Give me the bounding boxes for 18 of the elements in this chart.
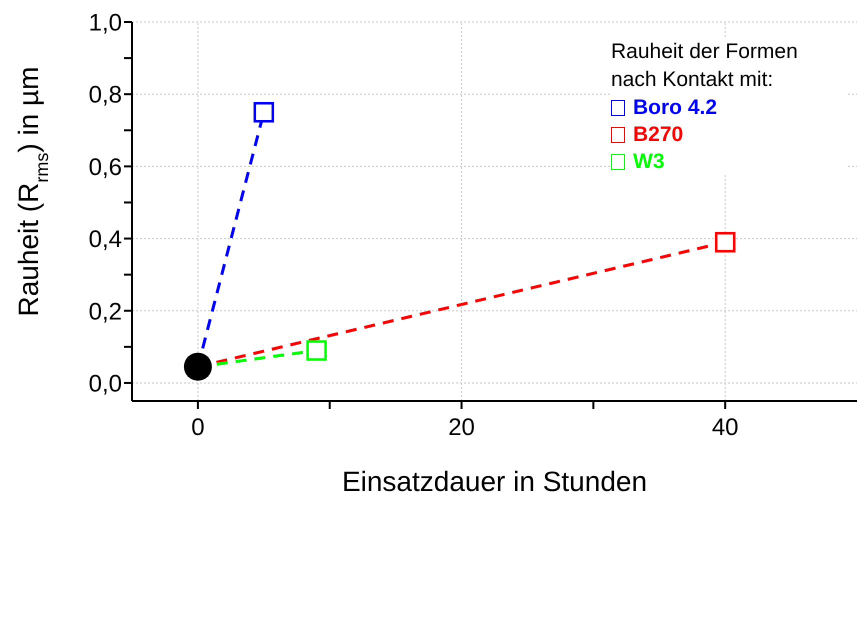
point bbox=[714, 232, 736, 252]
x-tick-label: 0 bbox=[191, 414, 205, 441]
legend-label: Boro 4.2 bbox=[633, 95, 718, 121]
y-tick-label: 0,6 bbox=[88, 154, 122, 181]
legend-title: Rauheit der Formen nach Kontakt mit: bbox=[611, 39, 799, 93]
point bbox=[306, 340, 327, 361]
y-tick-label: 0,8 bbox=[88, 82, 122, 109]
y-tick-label: 1,0 bbox=[88, 10, 122, 37]
y-tick-label: 0,2 bbox=[88, 298, 122, 326]
x-tick-label: 40 bbox=[712, 414, 739, 441]
legend-label: B270 bbox=[633, 122, 684, 148]
x-tick-label: 20 bbox=[448, 414, 475, 441]
point bbox=[254, 102, 274, 122]
x-axis-title: Einsatzdauer in Stunden bbox=[342, 466, 648, 497]
y-tick-label: 0,4 bbox=[88, 226, 122, 254]
point bbox=[184, 352, 212, 381]
legend-label: W3 bbox=[633, 149, 664, 175]
y-tick-label: 0,0 bbox=[88, 370, 122, 398]
